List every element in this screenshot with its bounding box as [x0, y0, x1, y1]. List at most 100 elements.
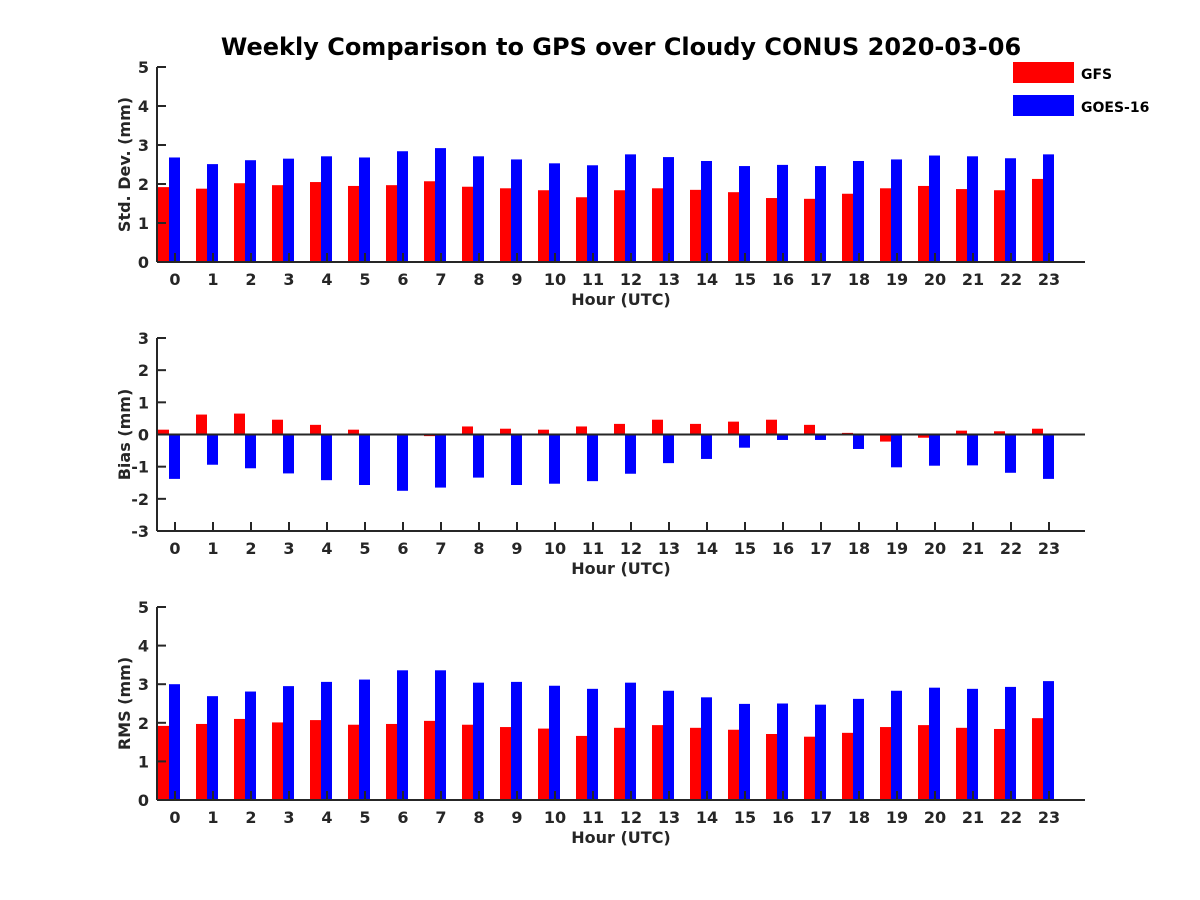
x-axis-label: Hour (UTC) — [571, 290, 671, 309]
bar-gfs-hour-9 — [500, 188, 511, 262]
y-axis-label: Std. Dev. (mm) — [115, 97, 134, 232]
bar-gfs-hour-10 — [538, 728, 549, 800]
bar-goes-16-hour-21 — [967, 156, 978, 262]
bar-goes-16-hour-0 — [169, 684, 180, 800]
legend-label-gfs: GFS — [1081, 67, 1112, 83]
legend-label-goes-16: GOES-16 — [1081, 100, 1149, 116]
bar-goes-16-hour-9 — [511, 159, 522, 262]
bar-goes-16-hour-17 — [815, 434, 826, 440]
bar-gfs-hour-7 — [424, 181, 435, 262]
bar-goes-16-hour-18 — [853, 434, 864, 449]
bar-gfs-hour-9 — [500, 428, 511, 435]
bar-gfs-hour-1 — [196, 414, 207, 435]
x-tick-label: 16 — [772, 808, 794, 827]
bar-goes-16-hour-5 — [359, 434, 370, 486]
bar-goes-16-hour-14 — [701, 697, 712, 800]
bar-gfs-hour-23 — [1032, 718, 1043, 800]
bar-gfs-hour-17 — [804, 736, 815, 800]
x-tick-label: 12 — [620, 270, 642, 289]
bar-gfs-hour-2 — [234, 183, 245, 262]
x-tick-label: 9 — [511, 270, 522, 289]
y-tick-label: 3 — [138, 329, 149, 348]
x-tick-label: 23 — [1038, 270, 1060, 289]
bar-gfs-hour-14 — [690, 189, 701, 262]
bar-goes-16-hour-15 — [739, 434, 750, 448]
x-tick-label: 2 — [245, 270, 256, 289]
x-tick-label: 4 — [321, 270, 332, 289]
bar-goes-16-hour-3 — [283, 686, 294, 800]
bar-goes-16-hour-0 — [169, 434, 180, 479]
legend-swatch-goes-16 — [1013, 95, 1074, 116]
x-tick-label: 20 — [924, 539, 946, 558]
x-tick-label: 14 — [696, 270, 718, 289]
x-tick-label: 12 — [620, 808, 642, 827]
bar-goes-16-hour-20 — [929, 155, 940, 262]
bar-gfs-hour-1 — [196, 723, 207, 800]
bar-goes-16-hour-13 — [663, 157, 674, 262]
bar-gfs-hour-21 — [956, 430, 967, 435]
x-tick-label: 14 — [696, 539, 718, 558]
legend-swatch-gfs — [1013, 62, 1074, 83]
y-tick-label: -3 — [131, 522, 149, 541]
x-tick-label: 20 — [924, 270, 946, 289]
bar-goes-16-hour-0 — [169, 157, 180, 262]
bar-gfs-hour-17 — [804, 424, 815, 435]
x-tick-label: 21 — [962, 270, 984, 289]
y-tick-label: -2 — [131, 490, 149, 509]
bar-goes-16-hour-11 — [587, 688, 598, 800]
bar-goes-16-hour-4 — [321, 681, 332, 800]
bar-goes-16-hour-11 — [587, 165, 598, 262]
bar-goes-16-hour-2 — [245, 434, 256, 469]
chart-title: Weekly Comparison to GPS over Cloudy CON… — [221, 33, 1021, 61]
x-tick-label: 23 — [1038, 808, 1060, 827]
x-tick-label: 13 — [658, 539, 680, 558]
y-tick-label: 1 — [138, 752, 149, 771]
y-tick-label: 1 — [138, 393, 149, 412]
bar-goes-16-hour-13 — [663, 434, 674, 464]
bar-goes-16-hour-6 — [397, 434, 408, 491]
x-tick-label: 11 — [582, 539, 604, 558]
bar-goes-16-hour-2 — [245, 160, 256, 262]
bar-gfs-hour-4 — [310, 182, 321, 262]
bar-goes-16-hour-22 — [1005, 158, 1016, 262]
bar-gfs-hour-2 — [234, 413, 245, 435]
bar-gfs-hour-20 — [918, 185, 929, 262]
x-tick-label: 18 — [848, 270, 870, 289]
bar-goes-16-hour-11 — [587, 434, 598, 482]
bar-gfs-hour-21 — [956, 189, 967, 262]
bar-gfs-hour-22 — [994, 431, 1005, 435]
bar-gfs-hour-20 — [918, 725, 929, 800]
bar-goes-16-hour-2 — [245, 691, 256, 800]
bar-gfs-hour-0 — [158, 725, 169, 800]
bar-gfs-hour-8 — [462, 724, 473, 800]
bar-gfs-hour-4 — [310, 720, 321, 800]
bar-gfs-hour-9 — [500, 727, 511, 800]
bar-gfs-hour-3 — [272, 185, 283, 262]
bar-goes-16-hour-14 — [701, 434, 712, 459]
bar-goes-16-hour-4 — [321, 434, 332, 481]
bar-gfs-hour-19 — [880, 188, 891, 262]
bar-goes-16-hour-9 — [511, 681, 522, 800]
bar-gfs-hour-2 — [234, 718, 245, 800]
x-tick-label: 5 — [359, 808, 370, 827]
bar-gfs-hour-5 — [348, 429, 359, 435]
y-tick-label: 2 — [138, 714, 149, 733]
bar-gfs-hour-7 — [424, 720, 435, 800]
y-tick-label: 4 — [138, 97, 149, 116]
bar-gfs-hour-18 — [842, 193, 853, 262]
bar-goes-16-hour-16 — [777, 434, 788, 440]
x-tick-label: 5 — [359, 270, 370, 289]
y-tick-label: 4 — [138, 637, 149, 656]
x-tick-label: 7 — [435, 270, 446, 289]
legend: GFS GOES-16 — [1013, 62, 1149, 116]
x-tick-label: 7 — [435, 808, 446, 827]
bar-goes-16-hour-6 — [397, 151, 408, 262]
x-tick-label: 3 — [283, 270, 294, 289]
bar-gfs-hour-3 — [272, 722, 283, 800]
bar-gfs-hour-6 — [386, 723, 397, 800]
bar-goes-16-hour-22 — [1005, 434, 1016, 473]
x-tick-label: 13 — [658, 808, 680, 827]
x-tick-label: 8 — [473, 270, 484, 289]
